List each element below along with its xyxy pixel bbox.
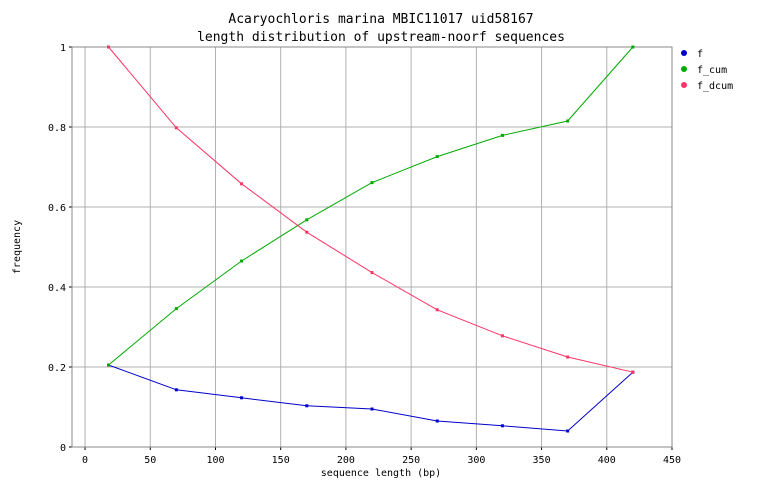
x-tick-label: 250: [402, 455, 420, 466]
y-tick-label: 0.4: [48, 283, 66, 294]
x-tick-label: 200: [337, 455, 355, 466]
data-point-f_cum: [305, 218, 309, 222]
y-tick-label: 0: [60, 443, 66, 454]
grid-lines: [72, 46, 673, 448]
x-tick-label: 100: [206, 455, 224, 466]
data-point-f_dcum: [107, 45, 111, 49]
data-point-f_dcum: [566, 355, 570, 359]
data-point-f_dcum: [631, 370, 635, 374]
y-tick-label: 1: [60, 43, 66, 54]
data-point-f: [370, 407, 374, 411]
legend-marker-f_cum: [681, 66, 687, 72]
data-point-f_cum: [370, 181, 374, 185]
y-tick-label: 0.6: [48, 203, 66, 214]
x-tick-label: 150: [272, 455, 290, 466]
x-tick-label: 300: [467, 455, 485, 466]
data-point-f_dcum: [305, 230, 309, 234]
chart-subtitle: length distribution of upstream-noorf se…: [197, 30, 565, 45]
y-tick-label: 0.8: [48, 123, 66, 134]
x-axis-label: sequence length (bp): [321, 468, 441, 479]
data-point-f: [500, 424, 504, 428]
legend: f f_cum f_dcum: [681, 49, 733, 92]
legend-label-f_dcum: f_dcum: [697, 81, 733, 92]
x-tick-label: 50: [144, 455, 156, 466]
data-point-f: [174, 388, 178, 392]
chart-title: Acaryochloris marina MBIC11017 uid58167: [228, 12, 533, 27]
data-point-f_cum: [174, 307, 178, 311]
data-point-f_dcum: [370, 271, 374, 275]
legend-label-f: f: [697, 49, 703, 60]
data-point-f_cum: [566, 119, 570, 123]
data-point-f: [305, 404, 309, 408]
x-tick-label: 0: [82, 455, 88, 466]
data-point-f_cum: [500, 133, 504, 137]
series-line-f_dcum: [108, 46, 633, 373]
series-line-f: [108, 364, 634, 432]
data-point-f: [566, 429, 570, 433]
axes: 0 50 100 150 200 250 300 350 400 450 0 0.2 0.4 0.6 0.8…: [48, 43, 681, 466]
x-tick-label: 400: [598, 455, 616, 466]
data-point-f_dcum: [500, 334, 504, 338]
data-point-f_dcum: [240, 182, 244, 186]
legend-label-f_cum: f_cum: [697, 65, 727, 76]
series-group: [107, 45, 635, 433]
series-line-f_cum: [108, 46, 634, 366]
x-tick-label: 350: [533, 455, 551, 466]
x-tick-label: 450: [663, 455, 681, 466]
data-point-f_cum: [107, 363, 111, 367]
y-tick-label: 0.2: [48, 363, 66, 374]
legend-marker-f: [681, 50, 687, 56]
data-point-f_dcum: [435, 308, 439, 312]
data-point-f_cum: [435, 155, 439, 159]
data-point-f_cum: [631, 45, 635, 49]
plot-frame: [71, 46, 673, 448]
data-point-f: [435, 419, 439, 423]
data-point-f_cum: [240, 259, 244, 263]
y-axis-label: frequency: [12, 220, 23, 274]
legend-marker-f_dcum: [681, 82, 687, 88]
data-point-f_dcum: [174, 126, 178, 130]
data-point-f: [240, 396, 244, 400]
